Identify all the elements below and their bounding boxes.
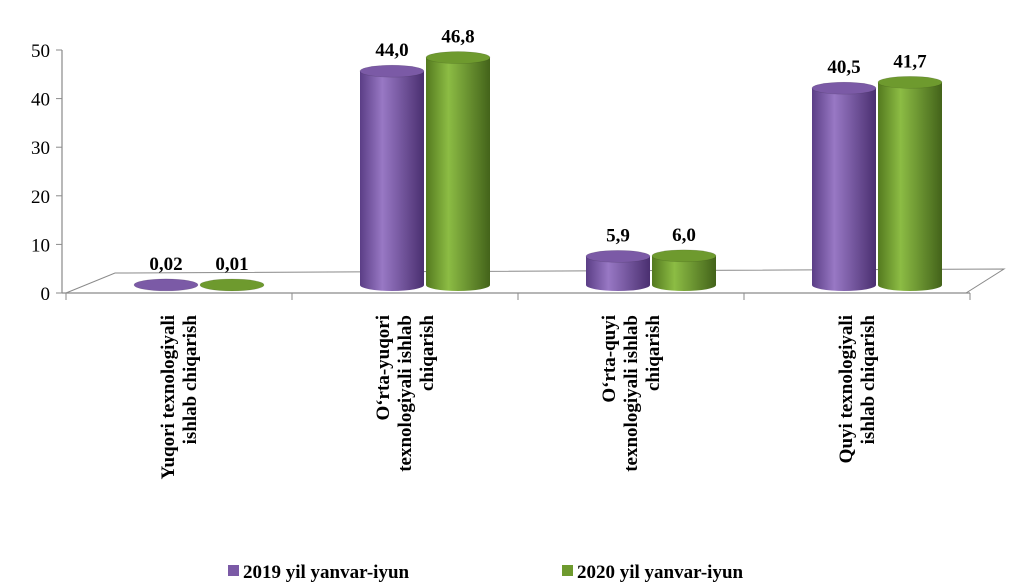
- data-label: 46,8: [441, 27, 474, 48]
- category-label: Quyi texnologiyali: [836, 315, 857, 463]
- bar-body: [360, 71, 424, 291]
- y-tick-label: 30: [31, 138, 50, 159]
- bar: [359, 64, 425, 291]
- category-label: texnologiyali ishlab: [621, 315, 642, 472]
- bar-top: [585, 250, 651, 263]
- category-label: chiqarish: [417, 315, 438, 391]
- bar-top: [877, 76, 943, 89]
- bar-top: [359, 64, 425, 78]
- data-label: 6,0: [672, 225, 696, 246]
- bar-body: [586, 256, 650, 291]
- bar-top: [425, 51, 491, 64]
- bar-body: [652, 255, 716, 291]
- data-label: 44,0: [375, 40, 408, 61]
- category-labels: Yuqori texnologiyali ishlab chiqarish O‘rt…: [158, 315, 879, 480]
- bar-body: [878, 82, 942, 291]
- data-label: 40,5: [827, 57, 860, 78]
- bar: [811, 81, 877, 291]
- y-tick-label: 50: [31, 41, 50, 62]
- legend-item: 2019 yil yanvar-iyun: [228, 562, 410, 583]
- bar-top: [133, 278, 199, 292]
- data-label: 41,7: [893, 51, 927, 72]
- bar: [425, 51, 491, 291]
- legend-swatch: [562, 565, 573, 576]
- y-tick-label: 0: [41, 284, 51, 305]
- data-label: 5,9: [606, 225, 630, 246]
- data-label: 0,02: [149, 254, 182, 275]
- bar: [651, 249, 717, 291]
- bars: [133, 51, 943, 292]
- y-tick-label: 20: [31, 187, 50, 208]
- bar-top: [811, 81, 877, 95]
- bar-body: [426, 57, 490, 291]
- category-label: O‘rta-yuqori: [373, 315, 394, 421]
- category-label: O‘rta-quyi: [599, 315, 620, 403]
- legend-label: 2020 yil yanvar-iyun: [577, 562, 744, 583]
- legend-item: 2020 yil yanvar-iyun: [562, 562, 744, 583]
- category-label: texnologiyali ishlab: [395, 315, 416, 472]
- category-label: ishlab chiqarish: [180, 315, 201, 445]
- legend: 2019 yil yanvar-iyun 2020 yil yanvar-iyun: [228, 562, 744, 583]
- category-label: ishlab chiqarish: [858, 315, 879, 445]
- axes: 0 10 20 30 40 50: [31, 41, 1006, 305]
- data-labels: 0,02 0,01 44,0 46,8 5,9 6,0 40,5 41,7: [149, 27, 927, 275]
- y-tick-label: 10: [31, 235, 50, 256]
- bar: [585, 250, 651, 291]
- category-label: chiqarish: [643, 315, 664, 391]
- data-label: 0,01: [215, 254, 248, 275]
- bar-body: [812, 88, 876, 291]
- category-label: Yuqori texnologiyali: [158, 315, 179, 480]
- bar: [133, 278, 199, 292]
- legend-swatch: [228, 565, 239, 576]
- y-tick-label: 40: [31, 90, 50, 111]
- bar-top: [199, 278, 265, 292]
- bar-top: [651, 249, 717, 263]
- legend-label: 2019 yil yanvar-iyun: [243, 562, 410, 583]
- bar: [199, 278, 265, 292]
- bar: [877, 76, 943, 291]
